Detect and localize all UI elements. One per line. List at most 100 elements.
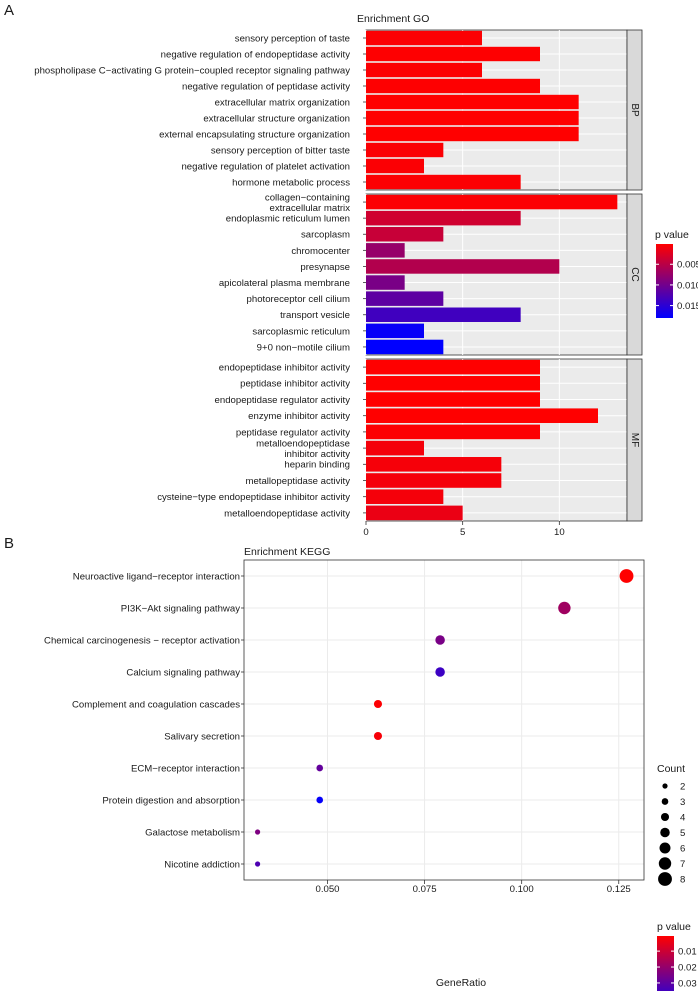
go-bar-bp-2 — [366, 46, 540, 62]
go-x-tick-label: 10 — [554, 527, 565, 538]
kegg-count-legend-title: Count — [657, 763, 685, 775]
kegg-category-label: Neuroactive ligand−receptor interaction — [73, 571, 240, 582]
go-facet-cc: collagen−containing extracellular matrixe… — [219, 192, 643, 356]
go-facet-strip-label: CC — [629, 267, 640, 281]
go-bar-mf-4 — [366, 408, 598, 423]
go-facet-strip — [626, 358, 643, 522]
go-category-label: transport vesicle — [280, 310, 350, 321]
kegg-count-legend-label: 3 — [680, 797, 685, 808]
go-bar-bp-8 — [366, 142, 444, 158]
go-category-label: negative regulation of endopeptidase act… — [161, 49, 351, 60]
kegg-legend-tick-label: 0.02 — [678, 962, 697, 973]
kegg-count-legend-label: 2 — [680, 781, 685, 792]
go-category-label: sensory perception of bitter taste — [211, 145, 350, 156]
go-bar-bp-5 — [366, 94, 579, 110]
kegg-point-calcium-signaling-pathway — [435, 667, 445, 677]
go-category-label: extracellular structure organization — [203, 113, 350, 124]
go-bar-cc-1 — [366, 194, 618, 210]
kegg-category-label: PI3K−Akt signaling pathway — [121, 603, 240, 614]
go-legend-tick-label: 0.005 — [677, 260, 698, 271]
kegg-category-label: ECM−receptor interaction — [131, 763, 240, 774]
kegg-legend-tick-label: 0.03 — [678, 978, 697, 989]
kegg-count-legend-dot — [660, 812, 670, 822]
go-bar-cc-9 — [366, 323, 424, 339]
go-category-label: peptidase inhibitor activity — [240, 379, 350, 390]
go-chart-title: Enrichment GO — [357, 13, 429, 25]
go-bar-mf-1 — [366, 359, 540, 375]
kegg-point-ecm-receptor-interaction — [316, 764, 324, 772]
kegg-point-pi3k-akt-signaling-pathway — [558, 601, 571, 615]
go-category-label: presynapse — [300, 262, 350, 273]
go-x-axis: 0 5 10 — [363, 521, 565, 538]
kegg-pvalue-legend-title: p value — [657, 921, 691, 933]
kegg-count-legend-label: 6 — [680, 843, 685, 854]
go-legend-tick-label: 0.015 — [677, 301, 698, 312]
kegg-point-protein-digestion-and-absorption — [316, 796, 324, 804]
go-category-label: sarcoplasmic reticulum — [252, 326, 350, 337]
go-legend-tick-label: 0.010 — [677, 280, 698, 291]
go-category-label: sensory perception of taste — [235, 33, 350, 44]
kegg-category-label: Salivary secretion — [164, 731, 240, 742]
kegg-count-legend-label: 8 — [680, 874, 685, 885]
go-category-label: external encapsulating structure organiz… — [159, 129, 350, 140]
go-bar-bp-1 — [366, 30, 482, 46]
go-bar-bp-10 — [366, 174, 521, 190]
go-facet-strip-label: BP — [629, 103, 640, 117]
go-category-label: cysteine−type endopeptidase inhibitor ac… — [157, 492, 350, 503]
kegg-x-tick-label: 0.050 — [315, 884, 339, 895]
go-facet-strip — [626, 29, 643, 191]
go-category-label: collagen−containing extracellular matrix — [265, 192, 350, 214]
kegg-count-legend-dot — [662, 783, 668, 789]
kegg-x-tick-label: 0.100 — [510, 884, 534, 895]
go-facet-bp: sensory perception of taste negative regu… — [34, 29, 643, 191]
go-category-label: endoplasmic reticulum lumen — [226, 214, 350, 225]
go-bar-bp-3 — [366, 62, 482, 78]
go-bar-cc-10 — [366, 339, 444, 355]
kegg-point-complement-and-coagulation-cascades — [373, 699, 383, 709]
go-category-label: phospholipase C−activating G protein−cou… — [34, 65, 350, 76]
kegg-point-neuroactive-ligand-receptor-interaction — [619, 569, 634, 583]
go-bar-bp-6 — [366, 110, 579, 126]
go-category-label: apicolateral plasma membrane — [219, 278, 350, 289]
panel-b-letter: B — [4, 535, 14, 552]
go-category-label: endopeptidase inhibitor activity — [219, 363, 350, 374]
kegg-category-label: Chemical carcinogenesis − receptor activ… — [44, 635, 240, 646]
kegg-point-nicotine-addiction — [254, 861, 261, 867]
kegg-x-tick-label: 0.125 — [607, 884, 631, 895]
kegg-category-label: Galactose metabolism — [145, 827, 240, 838]
go-category-label: enzyme inhibitor activity — [248, 411, 350, 422]
go-bar-cc-8 — [366, 307, 521, 322]
go-bar-cc-3 — [366, 227, 444, 242]
go-facet-strip — [626, 193, 643, 356]
go-pvalue-legend: p value 0.005 0.010 0.015 — [655, 229, 698, 318]
go-bar-cc-6 — [366, 275, 405, 290]
kegg-legend-tick-label: 0.01 — [678, 947, 697, 958]
kegg-count-legend-label: 7 — [680, 859, 685, 870]
go-category-label: 9+0 non−motile cilium — [257, 342, 350, 353]
kegg-count-legend-dot — [659, 842, 671, 854]
go-x-tick-label: 0 — [363, 527, 368, 538]
go-bar-mf-10 — [366, 505, 463, 521]
go-facet-strip-label: MF — [629, 433, 640, 447]
kegg-count-legend-dot — [658, 857, 672, 870]
go-bar-mf-2 — [366, 376, 540, 391]
kegg-chart-title: Enrichment KEGG — [244, 546, 330, 558]
go-bar-cc-5 — [366, 259, 560, 274]
kegg-count-legend-label: 4 — [680, 812, 686, 823]
go-legend-title: p value — [655, 229, 689, 241]
go-category-label: photoreceptor cell cilium — [247, 294, 350, 305]
go-x-tick-label: 5 — [460, 527, 465, 538]
go-category-label: peptidase regulator activity — [236, 427, 350, 438]
kegg-point-salivary-secretion — [373, 731, 383, 741]
kegg-x-axis-title: GeneRatio — [436, 977, 486, 989]
kegg-count-legend-label: 5 — [680, 828, 685, 839]
go-category-label: metalloendopeptidase inhibitor activity — [256, 439, 350, 461]
go-bar-cc-2 — [366, 210, 521, 226]
kegg-point-galactose-metabolism — [254, 829, 261, 835]
go-bar-bp-7 — [366, 126, 579, 142]
go-category-label: negative regulation of peptidase activit… — [182, 81, 350, 92]
go-facets: sensory perception of taste negative regu… — [34, 29, 643, 522]
kegg-plot-background — [244, 560, 644, 880]
kegg-category-label: Nicotine addiction — [164, 859, 240, 870]
go-category-label: hormone metabolic process — [232, 177, 350, 188]
